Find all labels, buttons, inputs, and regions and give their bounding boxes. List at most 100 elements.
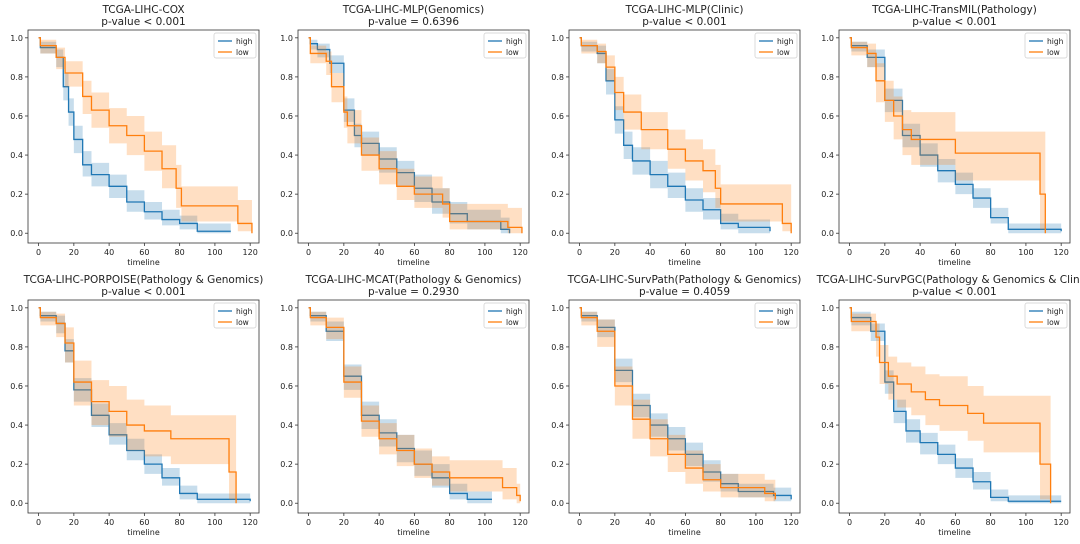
y-tick-label: 0.4 xyxy=(821,421,834,430)
survival-line-low xyxy=(308,37,523,234)
chart-subtitle: p-value = 0.6396 xyxy=(368,16,459,28)
y-tick-label: 1.0 xyxy=(10,34,23,43)
ci-band-low xyxy=(38,37,252,234)
legend-label-low: low xyxy=(236,318,249,327)
x-tick-label: 0 xyxy=(577,518,582,527)
x-tick-label: 80 xyxy=(986,518,996,527)
chart-subtitle: p-value < 0.001 xyxy=(642,16,726,28)
x-tick-label: 80 xyxy=(445,518,455,527)
x-tick-label: 0 xyxy=(577,248,582,257)
x-tick-label: 40 xyxy=(374,518,384,527)
x-tick-label: 80 xyxy=(986,248,996,257)
x-tick-label: 20 xyxy=(610,518,620,527)
x-tick-label: 60 xyxy=(139,518,149,527)
x-tick-label: 60 xyxy=(139,248,149,257)
legend-label-high: high xyxy=(506,307,523,316)
y-tick-label: 0.0 xyxy=(551,499,564,508)
survival-line-low xyxy=(579,37,792,234)
ci-band-high xyxy=(579,37,771,234)
y-tick-label: 0.4 xyxy=(280,151,293,160)
km-panel: TCGA-LIHC-MLP(Genomics)p-value = 0.6396 0… xyxy=(280,4,530,267)
chart-subtitle: p-value = 0.4059 xyxy=(639,286,730,298)
x-tick-label: 0 xyxy=(847,248,852,257)
legend: high low xyxy=(1024,32,1068,59)
x-axis-label: timeline xyxy=(127,528,160,537)
x-tick-label: 0 xyxy=(847,518,852,527)
chart-title: TCGA-LIHC-COX xyxy=(101,4,184,16)
y-tick-label: 0.8 xyxy=(280,343,293,352)
legend: high low xyxy=(483,32,527,59)
survival-line-low xyxy=(38,37,253,234)
x-tick-label: 120 xyxy=(1054,518,1069,527)
x-tick-label: 0 xyxy=(306,518,311,527)
km-panel: TCGA-LIHC-SurvPath(Pathology & Genomics)… xyxy=(551,274,801,537)
legend: high low xyxy=(213,302,257,329)
chart-title: TCGA-LIHC-PORPOISE(Pathology & Genomics) xyxy=(23,274,264,286)
y-tick-label: 0.0 xyxy=(821,499,834,508)
legend-label-low: low xyxy=(506,48,519,57)
x-tick-label: 80 xyxy=(445,248,455,257)
x-tick-label: 100 xyxy=(1018,248,1033,257)
legend-label-high: high xyxy=(1047,37,1064,46)
x-tick-label: 80 xyxy=(716,518,726,527)
x-tick-label: 120 xyxy=(243,518,258,527)
legend-label-low: low xyxy=(1047,48,1060,57)
legend: high low xyxy=(483,302,527,329)
chart-subtitle: p-value < 0.001 xyxy=(101,286,185,298)
ci-band-high xyxy=(308,37,510,234)
x-tick-label: 40 xyxy=(374,248,384,257)
chart-title: TCGA-LIHC-MLP(Genomics) xyxy=(342,4,484,16)
y-tick-label: 0.2 xyxy=(10,460,23,469)
y-tick-label: 0.0 xyxy=(280,229,293,238)
x-tick-label: 40 xyxy=(104,248,114,257)
legend: high low xyxy=(754,302,798,329)
x-tick-label: 20 xyxy=(880,248,890,257)
y-tick-label: 0.6 xyxy=(821,382,834,391)
survival-line-low xyxy=(308,307,521,502)
x-tick-label: 120 xyxy=(1054,248,1069,257)
y-tick-label: 0.2 xyxy=(821,460,834,469)
chart-subtitle: p-value = 0.2930 xyxy=(368,286,459,298)
x-tick-label: 0 xyxy=(36,518,41,527)
chart-subtitle: p-value < 0.001 xyxy=(912,286,996,298)
x-tick-label: 60 xyxy=(950,518,960,527)
x-tick-label: 20 xyxy=(69,518,79,527)
y-tick-label: 1.0 xyxy=(551,304,564,313)
axes-frame xyxy=(568,29,801,244)
survival-line-low xyxy=(849,37,1046,234)
x-tick-label: 0 xyxy=(306,248,311,257)
y-tick-label: 0.8 xyxy=(10,343,23,352)
y-tick-label: 0.4 xyxy=(551,421,564,430)
x-axis-label: timeline xyxy=(668,258,701,267)
y-tick-label: 0.8 xyxy=(280,73,293,82)
survival-line-high xyxy=(849,307,1062,502)
x-tick-label: 0 xyxy=(36,248,41,257)
axes-frame xyxy=(27,29,260,244)
y-tick-label: 0.2 xyxy=(10,190,23,199)
legend-label-high: high xyxy=(1047,307,1064,316)
legend-label-low: low xyxy=(777,48,790,57)
axes-frame xyxy=(838,29,1071,244)
x-tick-label: 100 xyxy=(748,518,763,527)
axes-frame xyxy=(27,299,260,514)
ci-band-low xyxy=(308,307,521,504)
x-tick-label: 60 xyxy=(409,518,419,527)
x-tick-label: 40 xyxy=(645,518,655,527)
legend-label-low: low xyxy=(506,318,519,327)
km-panel: TCGA-LIHC-PORPOISE(Pathology & Genomics)… xyxy=(10,274,263,537)
x-tick-label: 100 xyxy=(207,518,222,527)
y-tick-label: 0.0 xyxy=(280,499,293,508)
x-tick-label: 100 xyxy=(748,248,763,257)
km-panel: TCGA-LIHC-TransMIL(Pathology)p-value < 0… xyxy=(821,4,1071,267)
y-tick-label: 1.0 xyxy=(280,34,293,43)
survival-line-low xyxy=(579,307,776,500)
x-tick-label: 100 xyxy=(477,248,492,257)
x-tick-label: 40 xyxy=(645,248,655,257)
x-tick-label: 100 xyxy=(207,248,222,257)
y-tick-label: 1.0 xyxy=(551,34,564,43)
x-axis-label: timeline xyxy=(127,258,160,267)
axes-frame xyxy=(838,299,1071,514)
ci-band-low xyxy=(579,307,776,504)
